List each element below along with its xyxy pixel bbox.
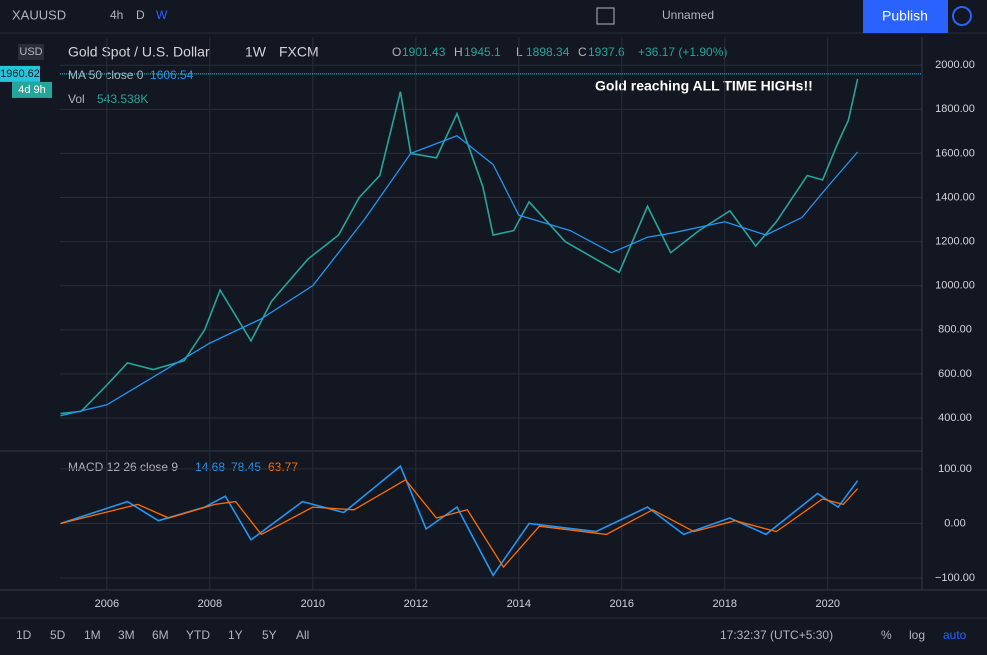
- ohlc-value: 1901.43: [402, 45, 446, 59]
- x-tick-label: 2020: [816, 598, 840, 610]
- legend-title: Gold Spot / U.S. Dollar: [68, 44, 210, 60]
- x-tick-label: 2012: [404, 598, 428, 610]
- ohlc-value: 1945.1: [464, 45, 501, 59]
- y-tick-label: 400.00: [938, 412, 972, 424]
- legend-interval: 1W: [245, 44, 267, 60]
- y-tick-label: 100.00: [938, 463, 972, 475]
- range-button[interactable]: 3M: [118, 628, 135, 642]
- series-line: [60, 78, 859, 415]
- last-price: 1960.62: [0, 68, 40, 80]
- interval[interactable]: 4h: [110, 8, 123, 22]
- layout-name[interactable]: Unnamed: [662, 8, 714, 22]
- y-tick-label: 1400.00: [935, 191, 975, 203]
- y-tick-label: 1600.00: [935, 147, 975, 159]
- change: +36.17 (+1.90%): [638, 45, 727, 59]
- series-line: [60, 464, 859, 577]
- range-button[interactable]: 6M: [152, 628, 169, 642]
- layout-icon[interactable]: [596, 7, 615, 25]
- ohlc-label: L: [516, 45, 523, 59]
- ohlc-value: 1898.34: [526, 45, 570, 59]
- y-tick-label: 1000.00: [935, 280, 975, 292]
- clock: 17:32:37 (UTC+5:30): [720, 628, 833, 642]
- symbol[interactable]: XAUUSD: [12, 7, 66, 22]
- y-tick-label: 800.00: [938, 324, 972, 336]
- currency-box: [18, 44, 44, 60]
- ohlc-label: C: [578, 45, 587, 59]
- y-tick-label: 1800.00: [935, 103, 975, 115]
- vol-label: Vol: [68, 92, 85, 106]
- vol-value: 543.538K: [97, 92, 148, 106]
- range-button[interactable]: All: [296, 628, 309, 642]
- scale-option[interactable]: auto: [943, 628, 967, 642]
- legend-source: FXCM: [279, 44, 319, 60]
- interval[interactable]: W: [156, 8, 168, 22]
- ma-value: 1606.54: [150, 68, 194, 82]
- series-line: [60, 478, 859, 569]
- y-tick-label: 2000.00: [935, 59, 975, 71]
- scale-option[interactable]: %: [881, 628, 892, 642]
- range-button[interactable]: 1M: [84, 628, 101, 642]
- ohlc-label: O: [392, 45, 401, 59]
- range-button[interactable]: 1Y: [228, 628, 243, 642]
- ma-label: MA 50 close 0: [68, 68, 144, 82]
- macd-label: MACD 12 26 close 9: [68, 460, 178, 474]
- ohlc-label: H: [454, 45, 463, 59]
- signal-value: 63.77: [268, 460, 298, 474]
- x-tick-label: 2006: [95, 598, 119, 610]
- range-button[interactable]: 5Y: [262, 628, 277, 642]
- y-tick-label: 600.00: [938, 368, 972, 380]
- x-tick-label: 2014: [507, 598, 531, 610]
- y-tick-label: −100.00: [935, 572, 975, 584]
- range-button[interactable]: 1D: [16, 628, 32, 642]
- y-tick-label: 0.00: [944, 517, 965, 529]
- countdown-box: [12, 81, 52, 98]
- scale-option[interactable]: log: [909, 628, 925, 642]
- y-tick-label: 1200.00: [935, 236, 975, 248]
- x-tick-label: 2018: [713, 598, 737, 610]
- annotation: Gold reaching ALL TIME HIGHs!!: [595, 78, 813, 94]
- macd-value: 78.45: [231, 460, 261, 474]
- range-button[interactable]: 5D: [50, 628, 66, 642]
- publish-button[interactable]: [863, 0, 948, 33]
- series-line: [60, 135, 859, 417]
- last-price-box: [0, 65, 40, 82]
- interval[interactable]: D: [136, 8, 145, 22]
- currency: USD: [19, 46, 42, 58]
- replay-icon[interactable]: [952, 6, 972, 26]
- x-tick-label: 2016: [610, 598, 634, 610]
- publish-label[interactable]: Publish: [882, 8, 928, 24]
- ohlc-value: 1937.6: [588, 45, 625, 59]
- countdown: 4d 9h: [18, 84, 46, 96]
- x-tick-label: 2008: [198, 598, 222, 610]
- range-button[interactable]: YTD: [186, 628, 210, 642]
- x-tick-label: 2010: [301, 598, 325, 610]
